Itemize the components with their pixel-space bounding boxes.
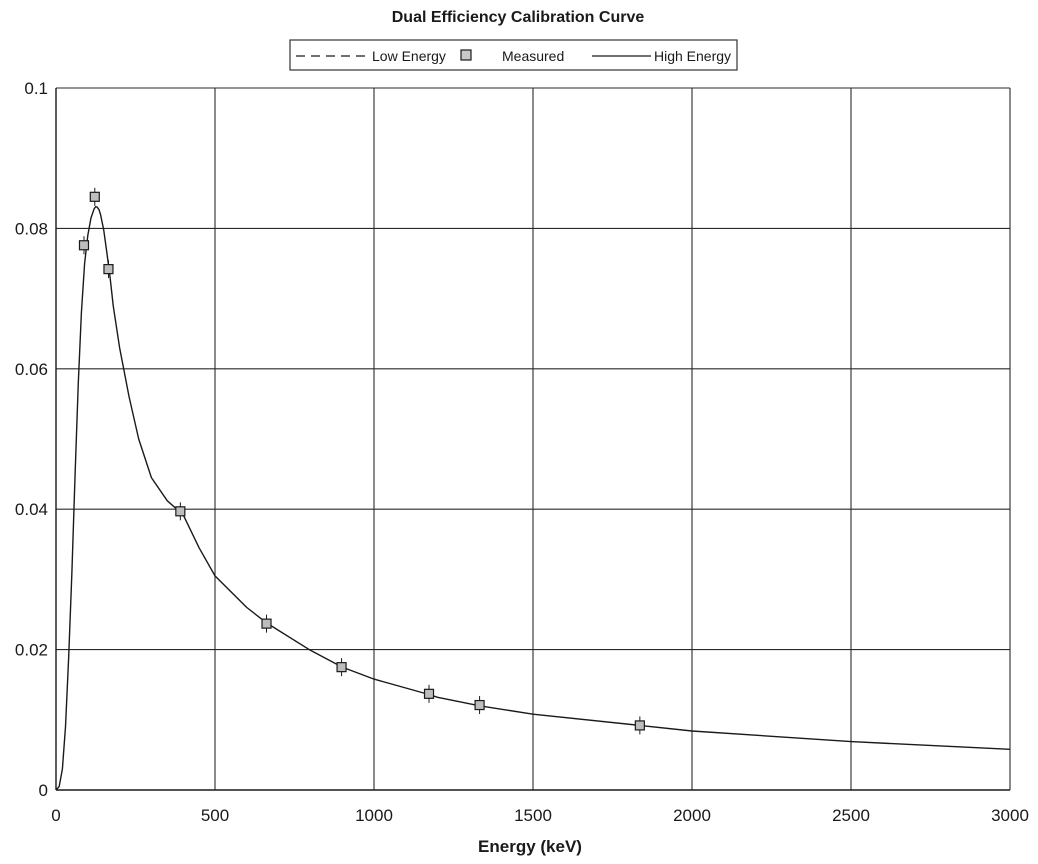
measured-point <box>423 688 435 699</box>
measured-point <box>175 506 186 517</box>
measured-point <box>336 662 347 673</box>
y-tick-label: 0.06 <box>15 360 48 379</box>
legend-high-energy-label: High Energy <box>654 48 731 64</box>
x-tick-label: 2000 <box>673 806 711 825</box>
y-tick-label: 0.1 <box>24 79 48 98</box>
grid <box>56 87 1011 790</box>
y-tick-label: 0.02 <box>15 641 48 660</box>
x-axis-title: Energy (keV) <box>478 837 582 856</box>
y-tick-label: 0 <box>39 781 48 800</box>
x-tick-label: 2500 <box>832 806 870 825</box>
x-tick-label: 500 <box>201 806 229 825</box>
legend-measured-label: Measured <box>502 48 564 64</box>
legend-measured-swatch <box>460 49 472 61</box>
chart-title: Dual Efficiency Calibration Curve <box>392 9 645 26</box>
x-tick-label: 3000 <box>991 806 1029 825</box>
legend: Low Energy Measured High Energy <box>289 39 738 71</box>
measured-point <box>474 699 485 711</box>
measured-point <box>261 618 272 629</box>
measured-point <box>78 240 90 251</box>
x-tick-label: 1000 <box>355 806 393 825</box>
tick-labels: 0 500 1000 1500 2000 2500 3000 0 0.02 0.04 0.06 0.0… <box>15 79 1029 825</box>
axes <box>55 88 1010 791</box>
x-tick-label: 0 <box>51 806 60 825</box>
measured-points <box>78 187 645 735</box>
y-tick-label: 0.08 <box>15 219 48 238</box>
measured-point <box>103 264 114 275</box>
x-tick-label: 1500 <box>514 806 552 825</box>
legend-box <box>289 39 738 71</box>
measured-point <box>634 720 645 731</box>
legend-low-energy-label: Low Energy <box>372 48 446 64</box>
measured-point <box>89 191 100 202</box>
y-tick-label: 0.04 <box>15 500 48 519</box>
